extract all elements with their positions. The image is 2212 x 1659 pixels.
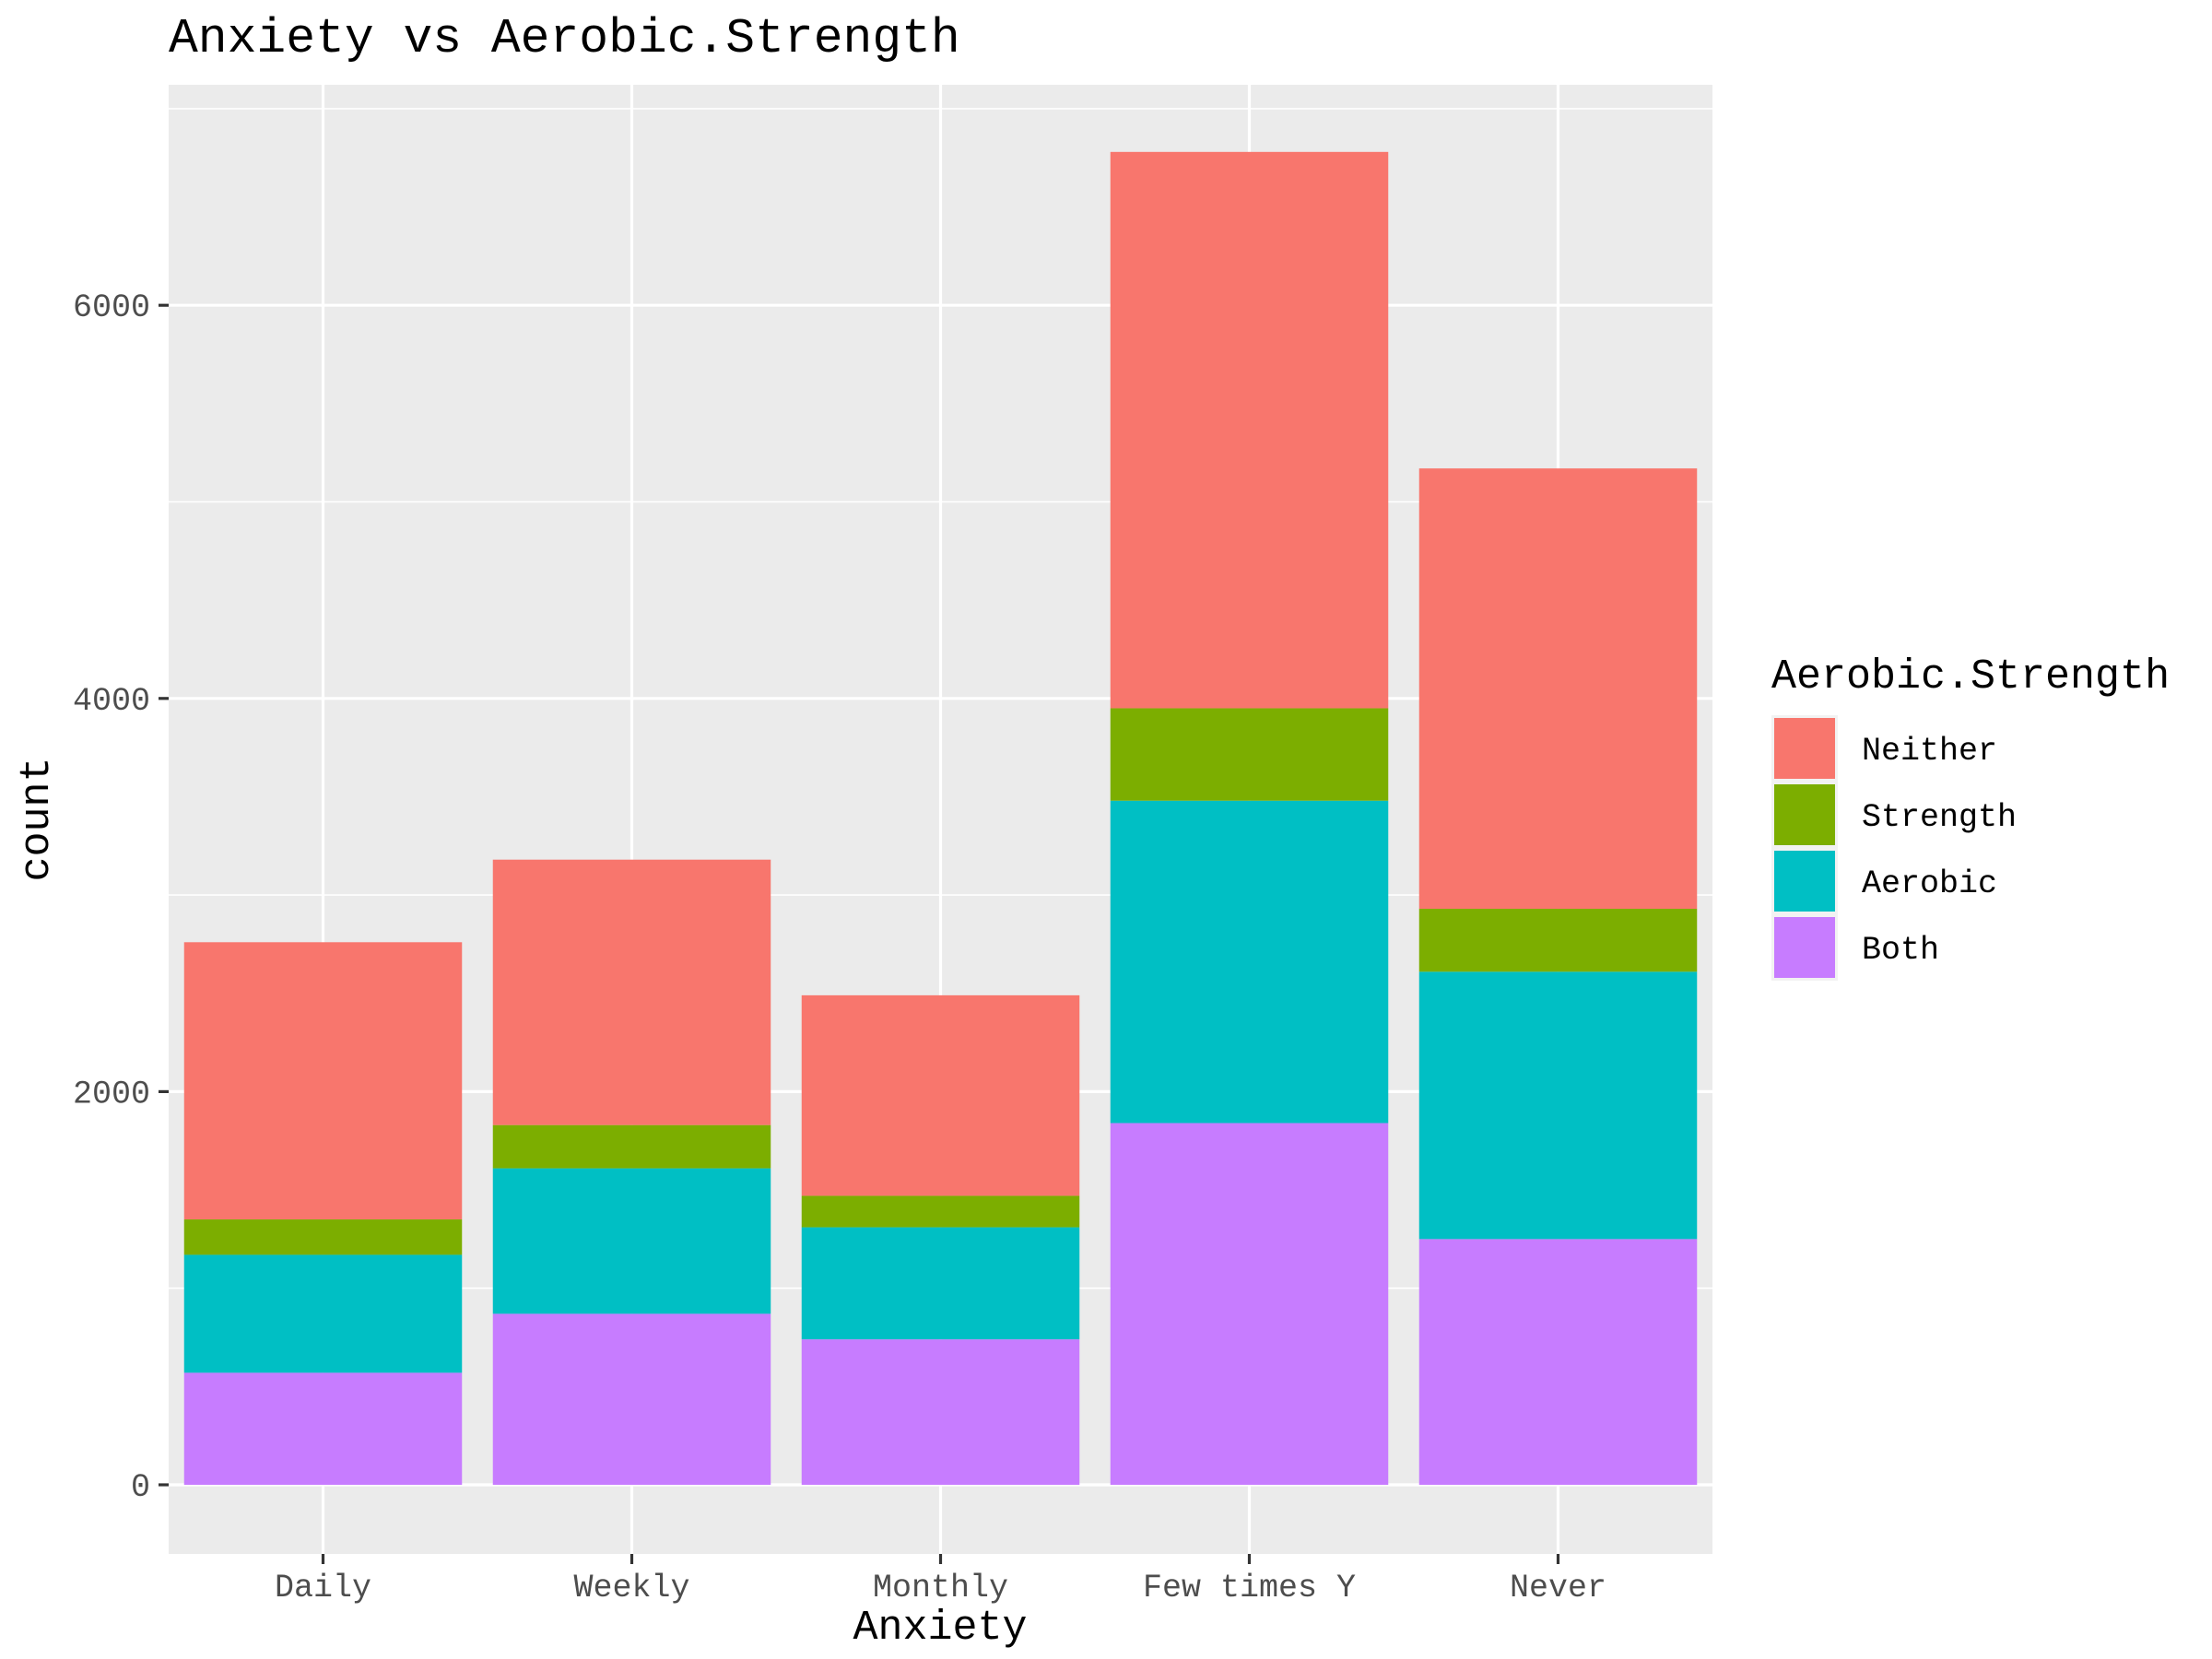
bar-segment [183, 1219, 463, 1255]
bar-segment [492, 859, 771, 1125]
legend-label: Aerobic [1862, 865, 1997, 902]
bars [183, 151, 1698, 1485]
bar-segment [801, 994, 1080, 1196]
bar-segment [1110, 1123, 1389, 1485]
legend-title: Aerobic.Strength [1771, 653, 2170, 700]
bar-segment [801, 1339, 1080, 1485]
bar-segment [183, 1254, 463, 1373]
legend-label: Strength [1862, 799, 2017, 836]
bar-segment [1418, 909, 1698, 972]
legend-swatch [1774, 784, 1835, 845]
x-axis-label: Anxiety [853, 1605, 1027, 1652]
bar-segment [1418, 468, 1698, 910]
x-tick-label: Few times Y [1143, 1570, 1356, 1606]
bar-segment [183, 942, 463, 1220]
bar-segment [183, 1372, 463, 1485]
bar-segment [1110, 800, 1389, 1124]
bar-segment [801, 1227, 1080, 1340]
legend-swatch [1774, 718, 1835, 779]
legend-label: Both [1862, 932, 1939, 969]
x-tick-label: Monthly [873, 1570, 1008, 1606]
legend: Aerobic.Strength Neither Strength Aerobic B… [1771, 653, 2170, 981]
bar-segment [492, 1168, 771, 1314]
y-tick-label: 0 [131, 1469, 150, 1506]
bar-segment [1110, 708, 1389, 801]
bar-segment [492, 1124, 771, 1169]
bar-segment [1418, 971, 1698, 1240]
legend-items: Neither Strength Aerobic Both [1771, 715, 2017, 981]
y-axis-label: count [14, 757, 61, 881]
bar-segment [1418, 1239, 1698, 1485]
y-tick-label: 6000 [73, 289, 150, 326]
x-tick-label: Daily [275, 1570, 371, 1606]
y-axis: 0 2000 4000 6000 [73, 289, 169, 1506]
x-tick-label: Weekly [573, 1570, 689, 1606]
bar-segment [801, 1195, 1080, 1228]
chart-title: Anxiety vs Aerobic.Strength [169, 11, 960, 66]
legend-swatch [1774, 851, 1835, 912]
y-tick-label: 4000 [73, 683, 150, 720]
legend-label: Neither [1862, 733, 1997, 770]
y-tick-label: 2000 [73, 1076, 150, 1112]
bar-segment [1110, 151, 1389, 709]
x-axis: Daily Weekly Monthly Few times Y Never [275, 1554, 1606, 1606]
x-tick-label: Never [1510, 1570, 1606, 1606]
bar-segment [492, 1313, 771, 1485]
legend-swatch [1774, 917, 1835, 978]
